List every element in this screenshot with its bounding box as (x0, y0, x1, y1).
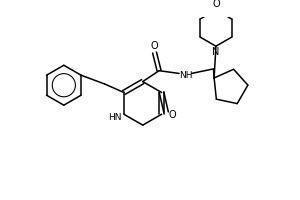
Text: N: N (212, 47, 220, 57)
Text: NH: NH (179, 71, 193, 80)
Text: O: O (151, 41, 158, 51)
Text: HN: HN (108, 113, 122, 122)
Text: O: O (169, 110, 176, 120)
Text: O: O (212, 0, 220, 9)
